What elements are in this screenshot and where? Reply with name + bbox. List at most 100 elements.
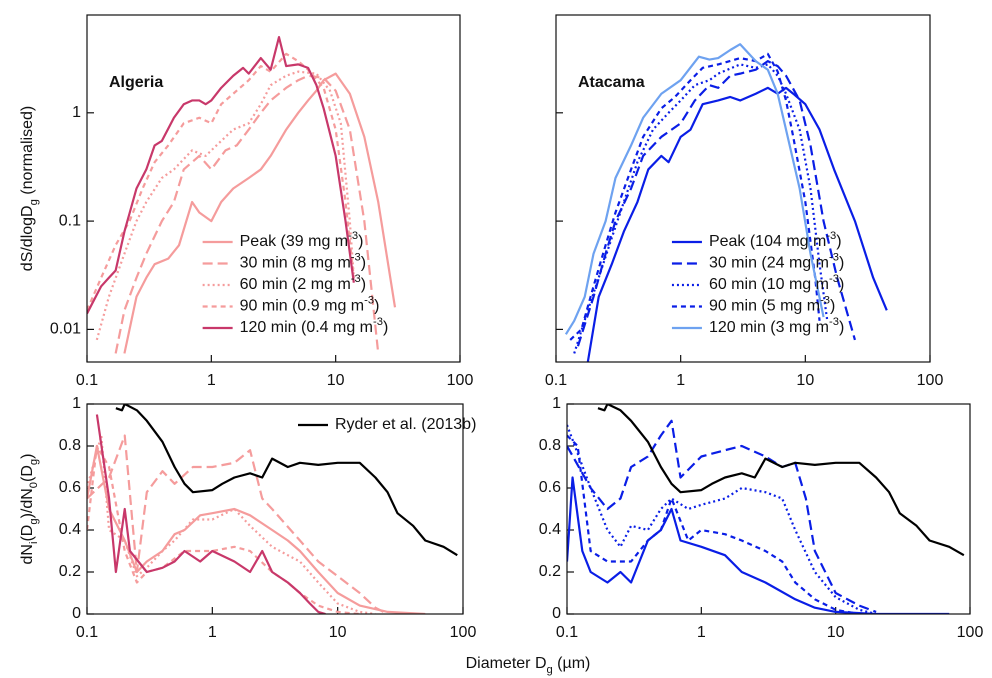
legend-label-part: ) [361,255,366,272]
series-line [576,60,856,347]
legend-label-part: ) [839,319,844,336]
legend-label-part: -3 [364,294,374,306]
legend-label: 120 min (3 mg m-3) [709,316,844,336]
y-axis-label-part: dS/dlogD [19,205,36,271]
x-tick-label: 10 [329,624,347,641]
y-axis-label-part: i [28,542,40,545]
x-tick-label: 0.1 [76,372,98,389]
y-axis-label-part: dN [19,544,36,564]
series-line [564,43,825,335]
series-line [567,424,877,614]
legend-label-part: -3 [829,251,839,263]
series-line [567,419,877,613]
legend-label-part: -3 [351,251,361,263]
y-axis-label-part: (D [19,525,36,542]
legend-label-part: ) [839,276,844,293]
legend-label-part: ) [358,233,363,250]
x-tick-label: 100 [450,624,477,641]
y-tick-label: 0 [72,605,81,622]
legend-label-part: 60 min (2 mg m [240,276,351,293]
legend-label: 30 min (24 mg m-3) [709,251,844,271]
plot-frame [86,403,464,615]
y-tick-label: 1 [72,395,81,412]
x-axis-label: Diameter Dg (µm) [466,655,591,676]
series-line [87,434,376,614]
legend-label-part: -3 [829,273,839,285]
legend-label-part: 30 min (24 mg m [709,255,829,272]
x-tick-label: 1 [697,624,706,641]
legend-label-part: Peak (104 mg m [709,233,826,250]
y-tick-label: 1 [552,395,561,412]
y-tick-label: 0.4 [539,521,561,538]
y-tick-label: 0.6 [59,479,81,496]
plot-area [87,36,397,354]
legend-label-part: ) [836,233,841,250]
x-tick-label: 0.1 [76,624,98,641]
legend-label-part: 120 min (0.4 mg m [240,319,373,336]
legend-label-part: ) [383,319,388,336]
y-tick-label: 0.4 [59,521,81,538]
y-axis-label: dNi(Dg)/dN0(Dg) [19,454,40,565]
series-line [586,86,888,362]
legend-label-part: -3 [826,230,836,242]
y-axis-label-part: g [28,199,40,205]
legend-label-part: 30 min (8 mg m [240,255,351,272]
x-axis-label-part: g [547,664,553,676]
y-tick-label: 0.2 [539,563,561,580]
y-tick-label: 0.6 [539,479,561,496]
y-tick-label: 0.01 [50,321,81,338]
y-tick-label: 0 [552,605,561,622]
y-axis-label-part: g [28,459,40,465]
y-axis-label-part: 0 [28,482,40,488]
legend-label-part: 90 min (5 mg m [709,298,820,315]
legend-label-part: -3 [348,230,358,242]
y-axis-label-part: )/dN [19,488,36,518]
legend-label-part: 60 min (10 mg m [709,276,829,293]
series-line [114,74,380,354]
series-line [87,444,360,614]
series-line [567,434,860,614]
x-tick-label: 0.1 [556,624,578,641]
plot-area [87,404,458,614]
legend-label: 120 min (0.4 mg m-3) [240,316,389,336]
series-line [87,444,426,614]
legend-label: 30 min (8 mg m-3) [240,251,366,271]
x-tick-label: 0.1 [545,372,567,389]
x-tick-label: 100 [447,372,474,389]
x-tick-label: 10 [327,372,345,389]
x-tick-label: 100 [917,372,944,389]
legend-label: Peak (39 mg m-3) [240,230,364,250]
legend-label: 90 min (5 mg m-3) [709,294,835,314]
series-line [115,404,458,557]
legend-label: 60 min (10 mg m-3) [709,273,844,293]
x-tick-label: 1 [207,372,216,389]
series-line [95,414,326,614]
legend-label-part: 120 min (3 mg m [709,319,829,336]
legend-label-part: Ryder et al. (2013b) [335,416,476,433]
legend-label: 60 min (2 mg m-3) [240,273,366,293]
x-tick-label: 10 [796,372,814,389]
legend-label-part: -3 [820,294,830,306]
x-tick-label: 1 [208,624,217,641]
y-axis-label-part: g [28,518,40,524]
legend-label-part: -3 [829,316,839,328]
legend-label-part: ) [374,298,379,315]
x-axis-label-part: (µm) [553,655,591,672]
x-axis-label-part: Diameter D [466,655,547,672]
legend-label-part: -3 [351,273,361,285]
y-tick-label: 0.8 [539,437,561,454]
plot-frame [555,14,931,363]
y-tick-label: 0.1 [59,212,81,229]
series-line [567,476,950,614]
series-line [123,72,397,354]
legend-label: Ryder et al. (2013b) [335,416,476,433]
y-axis-label-part: (D [19,465,36,482]
series-line [597,404,965,557]
y-axis-label-part: (normalised) [19,106,36,199]
plot-frame [86,14,461,363]
legend-label-part: ) [361,276,366,293]
y-axis-label: dS/dlogDg (normalised) [19,106,40,271]
plot-area [567,404,965,614]
legend-label: 90 min (0.9 mg m-3) [240,294,380,314]
